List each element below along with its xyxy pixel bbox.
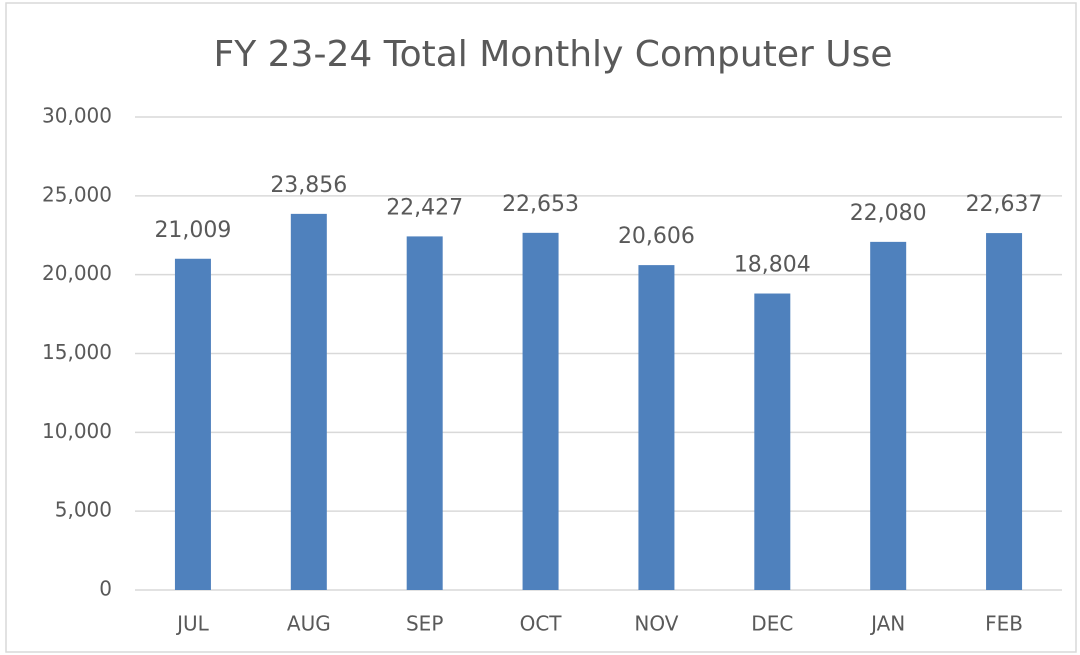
- bar: [638, 265, 675, 590]
- bar: [290, 213, 327, 590]
- data-label: 18,804: [734, 253, 811, 278]
- x-tick-label: JUL: [175, 612, 210, 636]
- x-tick-label: OCT: [520, 612, 563, 636]
- bar: [174, 258, 211, 590]
- data-label: 22,653: [502, 192, 579, 217]
- x-tick-label: NOV: [634, 612, 678, 636]
- x-tick-label: FEB: [985, 612, 1023, 636]
- bar: [406, 236, 443, 590]
- y-tick-label: 25,000: [42, 182, 112, 206]
- x-tick-label: DEC: [751, 612, 793, 636]
- data-label: 21,009: [154, 218, 231, 243]
- y-tick-label: 30,000: [42, 104, 112, 128]
- y-tick-label: 20,000: [42, 261, 112, 285]
- bar: [986, 233, 1023, 590]
- x-tick-label: AUG: [287, 612, 331, 636]
- data-label: 23,856: [270, 173, 347, 198]
- bar: [870, 241, 907, 590]
- bar: [754, 293, 791, 590]
- chart-title: FY 23-24 Total Monthly Computer Use: [214, 34, 893, 75]
- bar: [522, 232, 559, 590]
- x-tick-label: JAN: [869, 612, 905, 636]
- data-label: 20,606: [618, 224, 695, 249]
- data-label: 22,637: [966, 192, 1043, 217]
- x-tick-label: SEP: [406, 612, 443, 636]
- y-tick-label: 0: [99, 577, 112, 601]
- data-label: 22,427: [386, 195, 463, 220]
- y-tick-label: 5,000: [55, 498, 112, 522]
- data-label: 22,080: [850, 201, 927, 226]
- y-tick-label: 15,000: [42, 340, 112, 364]
- y-tick-label: 10,000: [42, 419, 112, 443]
